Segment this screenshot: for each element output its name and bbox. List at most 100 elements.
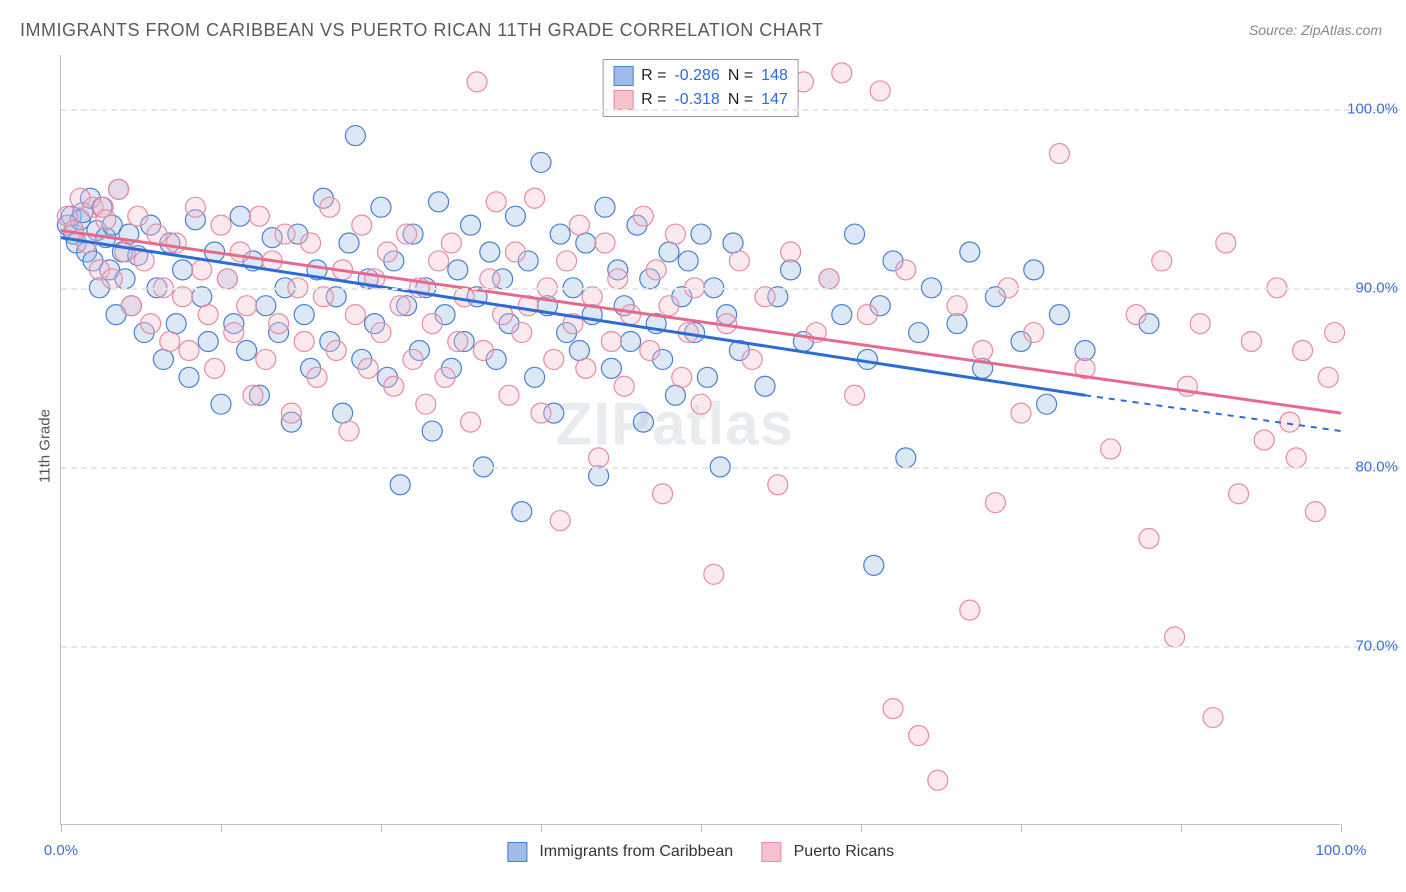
scatter-point bbox=[185, 197, 205, 217]
scatter-point bbox=[742, 349, 762, 369]
scatter-point bbox=[211, 215, 231, 235]
scatter-point bbox=[653, 484, 673, 504]
scatter-point bbox=[269, 314, 289, 334]
source-attribution: Source: ZipAtlas.com bbox=[1249, 22, 1382, 38]
scatter-point bbox=[243, 385, 263, 405]
scatter-point bbox=[461, 412, 481, 432]
scatter-point bbox=[109, 179, 129, 199]
scatter-point bbox=[845, 385, 865, 405]
scatter-point bbox=[352, 215, 372, 235]
scatter-point bbox=[601, 358, 621, 378]
scatter-point bbox=[473, 340, 493, 360]
scatter-point bbox=[198, 305, 218, 325]
scatter-point bbox=[1024, 323, 1044, 343]
x-tick-label: 100.0% bbox=[1316, 842, 1367, 859]
scatter-point bbox=[973, 340, 993, 360]
scatter-point bbox=[179, 340, 199, 360]
scatter-point bbox=[384, 376, 404, 396]
scatter-point bbox=[691, 224, 711, 244]
scatter-point bbox=[1229, 484, 1249, 504]
scatter-point bbox=[390, 296, 410, 316]
scatter-point bbox=[333, 403, 353, 423]
scatter-point bbox=[659, 242, 679, 262]
scatter-point bbox=[857, 305, 877, 325]
scatter-point bbox=[429, 192, 449, 212]
scatter-point bbox=[1024, 260, 1044, 280]
scatter-point bbox=[294, 332, 314, 352]
scatter-point bbox=[505, 206, 525, 226]
scatter-point bbox=[377, 242, 397, 262]
scatter-point bbox=[909, 725, 929, 745]
chart-title: IMMIGRANTS FROM CARIBBEAN VS PUERTO RICA… bbox=[20, 20, 823, 41]
scatter-point bbox=[832, 63, 852, 83]
grid-line bbox=[61, 646, 1400, 648]
scatter-point bbox=[819, 269, 839, 289]
grid-line bbox=[61, 467, 1400, 469]
legend-N-value-caribbean: 148 bbox=[761, 64, 788, 88]
scatter-point bbox=[1241, 332, 1261, 352]
scatter-point bbox=[1254, 430, 1274, 450]
plot-area: ZIPatlas R = -0.286 N = 148 R = -0.318 N… bbox=[60, 55, 1340, 825]
x-tick bbox=[221, 824, 222, 832]
scatter-point bbox=[678, 251, 698, 271]
scatter-point bbox=[294, 305, 314, 325]
grid-line bbox=[61, 109, 1400, 111]
legend-label-puertorican: Puerto Ricans bbox=[794, 843, 895, 860]
x-tick bbox=[1341, 824, 1342, 832]
legend-swatch-puertorican-icon bbox=[761, 842, 781, 862]
scatter-point bbox=[896, 448, 916, 468]
scatter-point bbox=[1075, 340, 1095, 360]
scatter-point bbox=[237, 296, 257, 316]
y-tick-label: 90.0% bbox=[1355, 279, 1398, 296]
scatter-point bbox=[499, 385, 519, 405]
scatter-point bbox=[128, 206, 148, 226]
scatter-point bbox=[211, 394, 231, 414]
scatter-point bbox=[1165, 627, 1185, 647]
grid-line bbox=[61, 288, 1400, 290]
y-tick-label: 80.0% bbox=[1355, 458, 1398, 475]
scatter-point bbox=[531, 403, 551, 423]
scatter-point bbox=[870, 81, 890, 101]
scatter-point bbox=[985, 493, 1005, 513]
scatter-point bbox=[595, 233, 615, 253]
scatter-point bbox=[403, 349, 423, 369]
legend-R-label: R = bbox=[641, 64, 666, 88]
scatter-point bbox=[230, 206, 250, 226]
scatter-point bbox=[691, 394, 711, 414]
scatter-point bbox=[121, 296, 141, 316]
scatter-point bbox=[525, 367, 545, 387]
scatter-point bbox=[134, 251, 154, 271]
scatter-point bbox=[397, 224, 417, 244]
scatter-point bbox=[781, 260, 801, 280]
regression-line-extrapolated bbox=[1085, 395, 1341, 431]
scatter-point bbox=[589, 448, 609, 468]
scatter-point bbox=[166, 233, 186, 253]
scatter-point bbox=[486, 192, 506, 212]
scatter-point bbox=[646, 260, 666, 280]
legend-item-caribbean: Immigrants from Caribbean bbox=[507, 842, 733, 862]
scatter-point bbox=[256, 296, 276, 316]
scatter-point bbox=[160, 332, 180, 352]
scatter-point bbox=[307, 367, 327, 387]
scatter-point bbox=[1305, 502, 1325, 522]
scatter-point bbox=[217, 269, 237, 289]
scatter-point bbox=[576, 358, 596, 378]
scatter-point bbox=[275, 224, 295, 244]
scatter-point bbox=[339, 421, 359, 441]
scatter-point bbox=[781, 242, 801, 262]
scatter-point bbox=[237, 340, 257, 360]
scatter-point bbox=[198, 332, 218, 352]
scatter-point bbox=[358, 358, 378, 378]
scatter-point bbox=[1203, 708, 1223, 728]
legend-R-value-caribbean: -0.286 bbox=[674, 64, 719, 88]
legend-series: Immigrants from Caribbean Puerto Ricans bbox=[507, 842, 894, 862]
x-tick bbox=[541, 824, 542, 832]
scatter-point bbox=[1049, 305, 1069, 325]
scatter-point bbox=[205, 358, 225, 378]
scatter-point bbox=[371, 323, 391, 343]
scatter-point bbox=[723, 233, 743, 253]
scatter-point bbox=[960, 600, 980, 620]
scatter-point bbox=[608, 269, 628, 289]
scatter-point bbox=[1216, 233, 1236, 253]
scatter-point bbox=[550, 511, 570, 531]
